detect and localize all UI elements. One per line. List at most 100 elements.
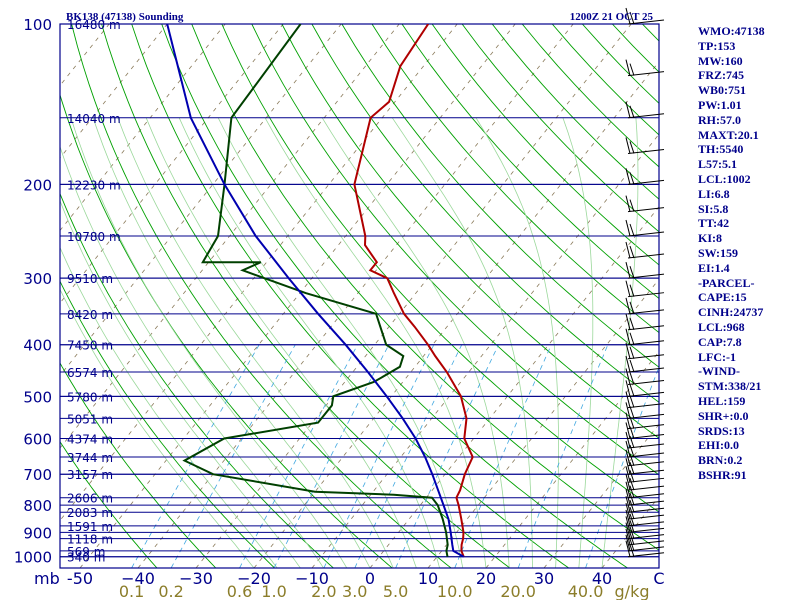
index-item: FRZ:745 [698,68,744,83]
mixing-ratio-line [131,344,260,568]
wind-barb-flag [625,402,631,419]
index-item: CAPE:15 [698,290,747,305]
mixing-ratio-label: 0.2 [158,582,183,600]
wind-barb-flag [625,195,631,212]
dry-adiabat-line [131,24,569,568]
dry-adiabat-line [431,24,659,266]
index-item: TT:42 [698,216,730,231]
index-item: EHI:0.0 [698,438,740,453]
wind-barb-flag [629,172,635,185]
pressure-label: 700 [23,466,52,484]
wind-barb-flag [629,384,635,397]
index-item: LCL:1002 [698,171,751,186]
dry-adiabat-line [60,440,158,568]
wind-barb-flag [625,168,631,185]
wind-barb-flag [625,262,631,279]
index-item: RH:57.0 [698,112,741,127]
dry-adiabat-line [371,24,659,334]
wind-barb-flag [625,342,631,359]
index-item: MW:160 [698,53,743,68]
pressure-label: 200 [23,176,52,194]
dry-adiabat-line [401,24,659,300]
mixing-ratio-unit-label: g/kg [615,582,650,600]
wind-barb-flag [625,380,631,397]
wind-barb-flag [625,7,631,25]
parcel-line [166,24,465,558]
temperature-tick-label: 10 [418,569,438,588]
height-label: 2606 m [67,492,113,506]
pressure-label: 1000 [14,549,52,567]
wind-barb-flag [629,470,635,483]
wind-barb-flag [629,513,635,526]
wind-barb-flag [629,492,635,506]
wind-barb-flag [629,245,635,259]
index-item: TP:153 [698,38,736,53]
mixing-ratio-label: 1.0 [261,582,286,600]
pressure-unit-label: mb [34,569,60,588]
chart-title: BK138 (47138) Sounding [66,11,184,23]
mixing-ratio-label: 10.0 [437,582,473,600]
wind-barb-flag [629,520,635,533]
dry-adiabat-line [281,24,659,439]
dry-adiabat-line [341,24,659,368]
wind-barb-flag [625,509,631,526]
wind-barb-flag [629,11,635,25]
index-item: EI:1.4 [698,260,730,275]
index-item: CINH:24737 [698,305,764,320]
wind-barb-flag [629,395,635,408]
height-label: 8420 m [67,308,113,322]
dry-adiabat-line [60,280,275,568]
temperature-tick-label: −20 [237,569,271,588]
mixing-ratio-line [454,344,552,568]
height-label: 16480 m [67,18,121,32]
mixing-ratio-line [170,344,296,568]
series-layer [166,24,474,558]
wind-barb-flag [625,522,631,539]
wind-barb-flag [625,449,631,466]
temperature-tick-label: −40 [121,569,155,588]
wind-barb-flag [629,532,635,546]
index-item: SHR+:0.0 [698,408,749,423]
wind-barb-flag [629,63,635,76]
wind-barb-flag [629,453,635,466]
wind-barb-flag [625,280,631,297]
mixing-ratio-line [273,344,390,568]
height-label: 1591 m [67,520,113,534]
mixing-ratio-line [239,344,358,568]
wind-barb-flag [625,137,631,154]
chart-datetime: 1200Z 21 OCT 25 [570,11,654,23]
index-item: LFC:-1 [698,349,736,364]
wind-barb-flag [629,301,635,314]
wind-barb-flag [629,105,635,118]
temperature-unit-label: C [653,569,664,588]
wind-barb-flag [629,526,635,539]
index-item: HEL:159 [698,393,746,408]
height-label: 9510 m [67,272,113,286]
wind-barb-flag [625,355,631,373]
index-item: TH:5540 [698,142,744,157]
wind-barb-flag [629,406,635,419]
temperature-tick-label: −30 [179,569,213,588]
pressure-label: 900 [23,524,52,542]
height-label: 5780 m [67,390,113,404]
wind-barb-flag [629,506,635,520]
index-item: BRN:0.2 [698,453,743,468]
wind-barb-flag [625,59,631,76]
mixing-ratio-line [395,344,499,568]
wind-barb-flag [625,412,631,429]
height-label: 7450 m [67,339,113,353]
wind-barb-flag [625,540,631,557]
dry-adiabat-line [251,24,659,476]
temperature-tick-label: 40 [592,569,612,588]
mixing-ratio-label: 3.0 [342,582,367,600]
wind-barb-flag [625,534,631,551]
wind-barb-flag [625,101,631,118]
index-item: CAP:7.8 [698,334,742,349]
height-label: 10780 m [67,230,121,244]
index-item: BSHR:91 [698,467,747,482]
temperature-tick-label: 30 [534,569,554,588]
dewpoint-line [182,24,449,557]
pressure-label: 300 [23,270,52,288]
wind-barb-flag [629,500,635,513]
